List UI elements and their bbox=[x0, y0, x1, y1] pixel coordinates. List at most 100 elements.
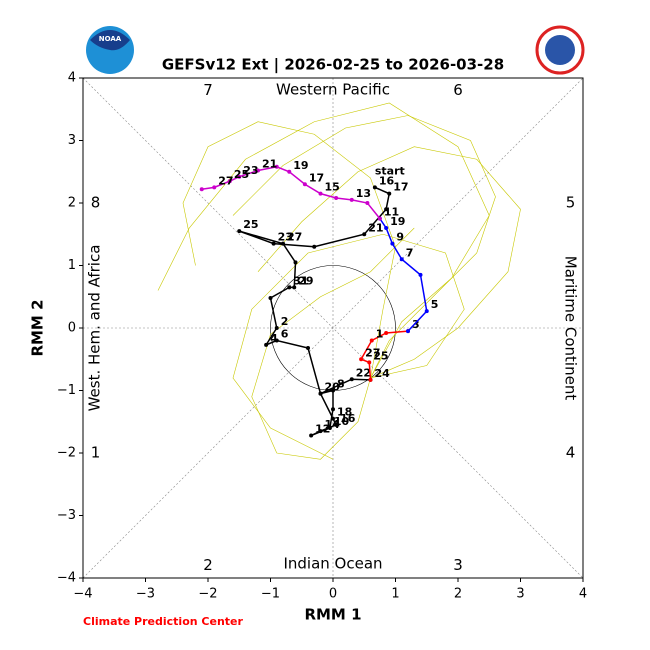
track-point bbox=[264, 342, 269, 347]
track-point bbox=[390, 241, 395, 246]
track-point bbox=[271, 241, 276, 246]
x-tick-label: 3 bbox=[516, 587, 524, 602]
track-point bbox=[349, 377, 354, 382]
region-label: Indian Ocean bbox=[283, 555, 382, 573]
chart-title: GEFSv12 Ext | 2026-02-25 to 2026-03-28 bbox=[162, 56, 504, 75]
x-tick-label: 4 bbox=[579, 587, 587, 602]
x-tick-label: −4 bbox=[73, 587, 92, 602]
noaa-logo: NOAA bbox=[86, 26, 134, 74]
y-axis-label: RMM 2 bbox=[29, 299, 47, 356]
track-point bbox=[384, 207, 389, 212]
day-label: 4 bbox=[270, 332, 278, 345]
phase-label: 3 bbox=[453, 556, 463, 574]
x-axis-label: RMM 1 bbox=[304, 606, 361, 624]
day-label: 13 bbox=[356, 187, 371, 200]
track-point bbox=[306, 346, 310, 350]
day-label: 9 bbox=[396, 231, 404, 244]
track-point bbox=[302, 182, 307, 187]
track-point bbox=[212, 185, 217, 190]
x-tick-label: −1 bbox=[261, 587, 280, 602]
day-label: 7 bbox=[406, 246, 414, 259]
logo-circle bbox=[545, 35, 575, 65]
track-point bbox=[199, 187, 204, 192]
day-label: 2 bbox=[281, 315, 289, 328]
track-point bbox=[372, 185, 377, 190]
day-label: 1 bbox=[376, 328, 384, 341]
day-label: 21 bbox=[262, 158, 277, 171]
y-tick-label: 3 bbox=[68, 133, 76, 148]
track-point bbox=[368, 377, 373, 382]
track-point bbox=[369, 338, 374, 343]
day-label: 23 bbox=[278, 231, 293, 244]
x-tick-label: 2 bbox=[454, 587, 462, 602]
x-tick-label: −2 bbox=[198, 587, 217, 602]
day-label: 25 bbox=[373, 349, 388, 362]
track-point bbox=[268, 296, 273, 300]
track-point bbox=[377, 216, 382, 221]
track-point bbox=[334, 422, 339, 427]
track-point bbox=[365, 201, 370, 205]
track-point bbox=[331, 416, 335, 421]
y-tick-label: −1 bbox=[57, 383, 76, 398]
day-label: 18 bbox=[337, 406, 352, 419]
logo-text: NOAA bbox=[99, 35, 122, 43]
track-point bbox=[309, 433, 314, 438]
day-label: 27 bbox=[218, 174, 233, 187]
track-point bbox=[292, 285, 297, 290]
guide bbox=[82, 77, 584, 579]
day-label: 27 bbox=[287, 231, 302, 244]
track-point bbox=[287, 169, 292, 174]
day-label: 25 bbox=[243, 218, 258, 231]
x-tick-label: 0 bbox=[329, 587, 337, 602]
track-point bbox=[367, 360, 372, 365]
track-line bbox=[238, 186, 391, 437]
region-label: Maritime Continent bbox=[562, 256, 580, 401]
track-point bbox=[274, 164, 279, 169]
day-label: 19 bbox=[390, 215, 405, 228]
day-label: 27 bbox=[365, 346, 380, 359]
day-label: 3 bbox=[412, 318, 420, 331]
phase-label: 8 bbox=[91, 194, 101, 212]
day-label: 17 bbox=[393, 181, 408, 194]
day-label: 20 bbox=[325, 381, 341, 394]
day-label: 15 bbox=[325, 181, 340, 194]
x-tick-label: 1 bbox=[391, 587, 399, 602]
day-label: 23 bbox=[243, 164, 258, 177]
track-point bbox=[227, 179, 232, 184]
track-point bbox=[331, 388, 335, 393]
y-tick-label: 2 bbox=[68, 196, 76, 211]
member-line bbox=[232, 115, 496, 379]
day-label: 19 bbox=[293, 159, 308, 172]
track-point bbox=[349, 197, 354, 202]
member-line bbox=[251, 227, 415, 460]
day-label: 21 bbox=[368, 221, 383, 234]
day-label: 25 bbox=[234, 168, 249, 181]
phase-label: 6 bbox=[453, 81, 463, 99]
phase-label: 1 bbox=[91, 444, 101, 462]
y-tick-label: −4 bbox=[57, 571, 76, 586]
track-line bbox=[360, 330, 409, 380]
track-point bbox=[318, 191, 323, 196]
day-label: 14 bbox=[325, 418, 341, 431]
day-label: 31 bbox=[293, 274, 308, 287]
day-label: 29 bbox=[298, 274, 313, 287]
day-label: 16 bbox=[340, 412, 356, 425]
day-label: 16 bbox=[379, 174, 395, 187]
day-label: 22 bbox=[356, 366, 371, 379]
track-point bbox=[418, 272, 423, 277]
track-point bbox=[362, 232, 367, 237]
member-line bbox=[157, 102, 490, 379]
track-point bbox=[359, 357, 364, 362]
track-point bbox=[281, 241, 285, 246]
phase-label: 4 bbox=[566, 444, 576, 462]
track-point bbox=[331, 407, 335, 412]
x-tick-label: −3 bbox=[136, 587, 155, 602]
region-label: Western Pacific bbox=[276, 81, 390, 99]
track-point bbox=[318, 391, 323, 396]
start-label: start bbox=[375, 164, 405, 177]
day-label: 8 bbox=[337, 378, 345, 391]
logo-shape bbox=[90, 30, 130, 51]
y-tick-label: −2 bbox=[57, 446, 76, 461]
day-label: 5 bbox=[431, 298, 439, 311]
